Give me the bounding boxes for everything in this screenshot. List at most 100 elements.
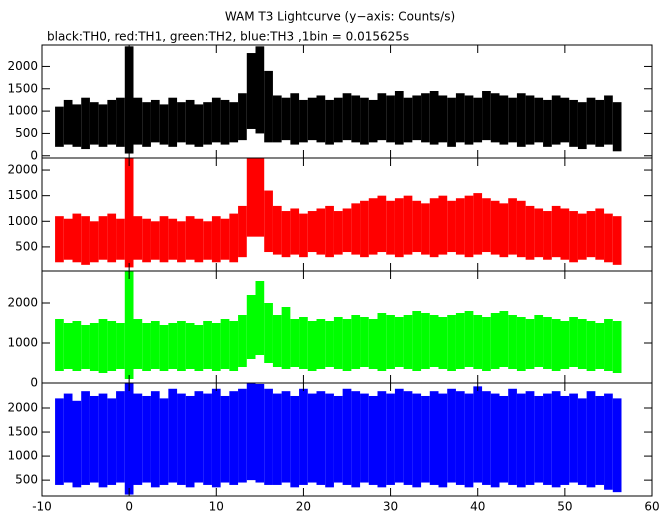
range-bar	[604, 393, 613, 490]
range-bar	[246, 158, 256, 237]
range-bar	[604, 319, 613, 371]
range-bar	[150, 99, 160, 143]
range-bar	[368, 319, 378, 369]
range-bar	[604, 213, 613, 263]
chart-subtitle: black:TH0, red:TH1, green:TH2, blue:TH3 …	[47, 30, 409, 44]
range-bar	[177, 102, 186, 143]
range-bar	[508, 315, 517, 369]
range-bar	[272, 315, 282, 367]
range-bar	[229, 321, 239, 371]
y-tick-label: 500	[15, 126, 38, 140]
range-bar	[534, 97, 544, 143]
range-bar	[194, 104, 204, 147]
y-tick-label: 2000	[7, 59, 38, 73]
range-bar	[360, 393, 369, 483]
x-tick-label: 60	[644, 500, 659, 514]
range-bar	[72, 400, 82, 488]
range-bar	[63, 218, 73, 260]
range-bar	[525, 391, 535, 485]
range-bar	[577, 398, 587, 485]
range-bar	[55, 319, 64, 371]
range-bar	[516, 93, 526, 147]
range-bar	[107, 99, 117, 145]
range-bar	[63, 323, 73, 369]
range-bar	[569, 211, 578, 263]
range-bar	[72, 321, 82, 371]
range-bar	[177, 221, 186, 263]
range-bar	[333, 395, 343, 483]
range-bar	[560, 321, 570, 369]
range-bar	[246, 53, 256, 129]
range-bar	[81, 216, 90, 265]
range-bar	[342, 208, 352, 253]
range-bar	[220, 319, 230, 369]
range-bar	[508, 388, 517, 485]
range-bar	[438, 95, 448, 143]
range-bar	[534, 208, 544, 258]
range-bar	[229, 391, 239, 485]
range-bar	[264, 303, 273, 363]
range-bar	[133, 216, 143, 260]
range-bar	[316, 95, 326, 143]
range-bar	[211, 388, 221, 488]
range-bar	[429, 391, 439, 485]
range-bar	[499, 95, 509, 145]
range-bar	[569, 99, 578, 147]
range-bar	[63, 99, 73, 145]
range-bar	[255, 46, 265, 134]
range-bar	[290, 208, 300, 255]
y-tick-label: 500	[15, 473, 38, 487]
range-bar	[473, 97, 483, 143]
range-bar	[360, 97, 369, 145]
range-bar	[55, 106, 64, 147]
range-bar	[482, 91, 491, 141]
range-bar	[272, 95, 282, 143]
range-bar	[455, 198, 465, 255]
range-bar	[612, 216, 622, 265]
range-bar	[238, 388, 247, 483]
range-bar	[455, 93, 465, 143]
range-bar	[551, 95, 561, 145]
range-bar	[55, 216, 64, 263]
range-bar	[482, 317, 491, 371]
range-bar	[473, 193, 483, 255]
range-bar	[421, 395, 430, 483]
range-bar	[368, 395, 378, 485]
range-bar	[360, 200, 369, 258]
range-bar	[325, 99, 334, 145]
x-tick-label: 20	[296, 500, 311, 514]
range-bar	[421, 203, 430, 255]
range-bar	[386, 393, 395, 485]
range-bar	[203, 221, 212, 260]
range-bar	[299, 99, 308, 143]
range-bar	[377, 313, 387, 371]
range-bar	[586, 321, 596, 371]
range-bar	[194, 325, 204, 371]
range-bar	[464, 311, 474, 367]
range-bar	[351, 315, 361, 369]
range-bar	[72, 104, 82, 147]
range-bar	[211, 323, 221, 371]
range-bar	[612, 321, 622, 373]
range-bar	[586, 391, 596, 488]
y-tick-label: 1500	[7, 425, 38, 439]
range-bar	[490, 93, 500, 143]
range-bar	[142, 218, 151, 263]
range-bar	[316, 319, 326, 369]
range-bar	[98, 104, 108, 147]
range-bar	[543, 393, 552, 485]
range-bar	[185, 323, 195, 369]
range-bar	[543, 99, 552, 147]
range-bar	[229, 213, 239, 263]
y-tick-label: 2000	[7, 401, 38, 415]
range-bar	[264, 70, 273, 143]
range-bar	[482, 391, 491, 485]
range-bar	[299, 388, 308, 485]
range-bar	[89, 395, 99, 483]
range-bar	[412, 95, 422, 141]
range-bar	[438, 195, 448, 255]
range-bar	[142, 102, 151, 147]
range-bar	[159, 398, 169, 485]
panel-frame	[41, 382, 653, 497]
